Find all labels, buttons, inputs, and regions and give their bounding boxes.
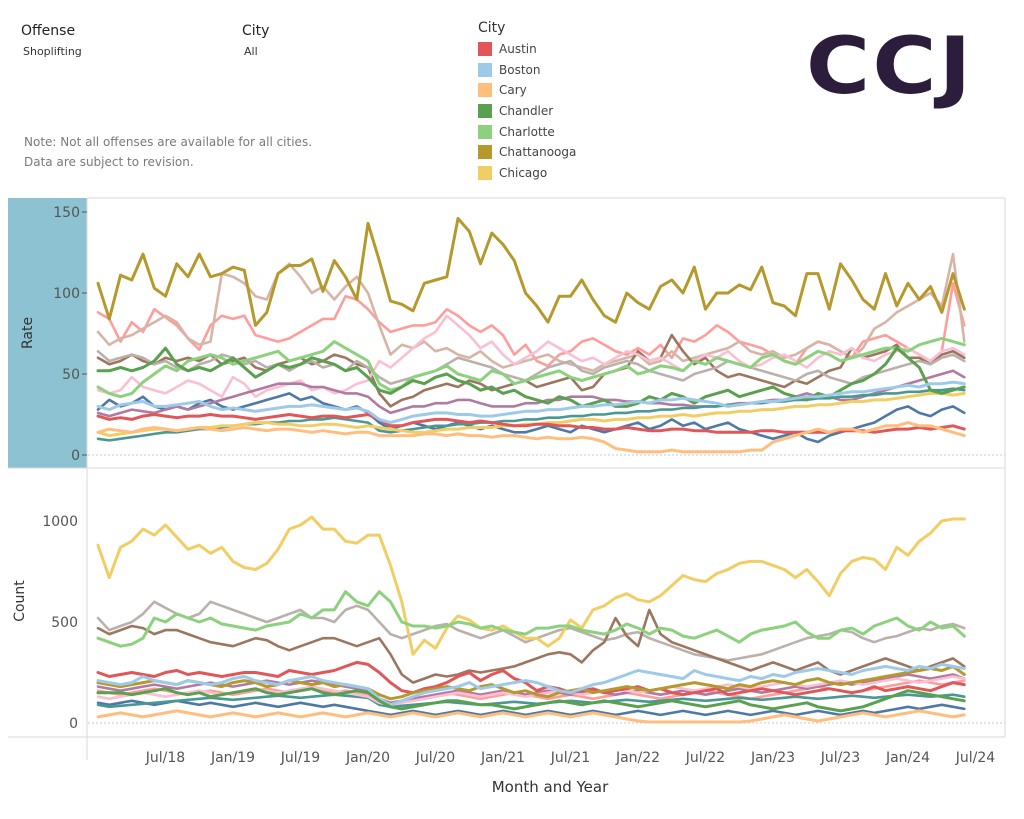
- legend-label: Chattanooga: [499, 145, 577, 160]
- legend-swatch: [478, 165, 492, 180]
- chattanooga-rate-line[interactable]: [96, 217, 966, 327]
- legend-item-chandler[interactable]: Chandler: [478, 101, 576, 122]
- y-tick-label: 1000: [42, 514, 78, 530]
- other-city-count-line[interactable]: [96, 693, 966, 709]
- legend-item-chattanooga[interactable]: Chattanooga: [478, 142, 576, 163]
- offense-filter-value[interactable]: Shoplifting: [23, 45, 82, 58]
- charlotte-rate-line[interactable]: [96, 336, 966, 399]
- y-tick-label: 50: [62, 367, 80, 383]
- x-tick-label: Jan/23: [750, 750, 795, 766]
- other-city-count-line[interactable]: [96, 608, 966, 684]
- other-city-rate-line[interactable]: [96, 314, 966, 399]
- legend-item-cary[interactable]: Cary: [478, 80, 576, 101]
- boston-rate-line[interactable]: [96, 380, 966, 425]
- legend-item-charlotte[interactable]: Charlotte: [478, 121, 576, 142]
- other-city-rate-line[interactable]: [96, 333, 966, 408]
- legend-item-austin[interactable]: Austin: [478, 39, 576, 60]
- chandler-count-line[interactable]: [96, 687, 966, 713]
- rate-axis-title: Rate: [20, 317, 36, 349]
- other-city-rate-line[interactable]: [96, 349, 966, 386]
- data-note: Note: Not all offenses are available for…: [24, 135, 313, 169]
- boston-count-line[interactable]: [96, 662, 966, 707]
- y-tick-label: 0: [71, 448, 80, 464]
- legend-label: Cary: [499, 83, 527, 98]
- other-city-count-line[interactable]: [96, 600, 966, 662]
- legend-label: Austin: [499, 42, 537, 57]
- x-tick-label: Jan/24: [885, 750, 930, 766]
- legend-label: Boston: [499, 62, 541, 77]
- legend-item-boston[interactable]: Boston: [478, 60, 576, 81]
- legend-swatch: [478, 124, 492, 139]
- legend-swatch: [478, 83, 492, 98]
- x-tick-label: Jan/20: [345, 750, 390, 766]
- chicago-count-line[interactable]: [96, 515, 966, 656]
- x-tick-label: Jul/22: [685, 750, 725, 766]
- cary-count-line[interactable]: [96, 709, 966, 724]
- rate-series-group: [96, 217, 966, 454]
- y-tick-label: 0: [69, 716, 78, 732]
- other-city-rate-line[interactable]: [96, 252, 966, 373]
- legend-swatch: [478, 104, 492, 119]
- offense-filter-title: Offense: [21, 23, 76, 39]
- other-city-count-line[interactable]: [96, 699, 966, 717]
- x-tick-label: Jul/21: [550, 750, 590, 766]
- legend-label: Charlotte: [499, 124, 555, 139]
- x-tick-label: Jul/24: [955, 750, 996, 766]
- y-tick-label: 150: [53, 205, 80, 221]
- count-axis-title: Count: [12, 580, 28, 622]
- x-axis-title: Month and Year: [491, 778, 609, 796]
- city-legend: City Austin Boston Cary Chandler Charlotte Ch…: [478, 20, 576, 183]
- legend-swatch: [478, 42, 492, 57]
- cary-rate-line[interactable]: [96, 421, 966, 454]
- city-filter-value[interactable]: All: [244, 45, 258, 58]
- x-tick-label: Jan/21: [480, 750, 525, 766]
- rate-panel-header: [8, 198, 87, 468]
- y-tick-label: 100: [53, 286, 80, 302]
- legend-swatch: [478, 62, 492, 77]
- legend-label: Chandler: [499, 104, 554, 119]
- austin-rate-line[interactable]: [96, 413, 966, 434]
- chattanooga-count-line[interactable]: [96, 664, 966, 701]
- chandler-rate-line[interactable]: [96, 346, 966, 408]
- x-tick-label: Jul/20: [415, 750, 455, 766]
- other-city-rate-line[interactable]: [96, 392, 966, 444]
- legend-item-chicago[interactable]: Chicago: [478, 163, 576, 184]
- x-tick-label: Jul/18: [145, 750, 185, 766]
- count-series-group: [96, 515, 966, 724]
- charlotte-count-line[interactable]: [96, 590, 966, 648]
- x-tick-label: Jan/19: [210, 750, 255, 766]
- ccj-logo: CCJ: [806, 22, 974, 112]
- legend-title: City: [478, 20, 506, 36]
- x-tick-label: Jul/23: [820, 750, 860, 766]
- x-tick-label: Jan/22: [615, 750, 660, 766]
- legend-label: Chicago: [499, 165, 548, 180]
- legend-swatch: [478, 145, 492, 160]
- city-filter-title: City: [242, 23, 270, 39]
- austin-count-line[interactable]: [96, 660, 966, 697]
- y-tick-label: 500: [51, 615, 78, 631]
- x-tick-label: Jul/19: [280, 750, 320, 766]
